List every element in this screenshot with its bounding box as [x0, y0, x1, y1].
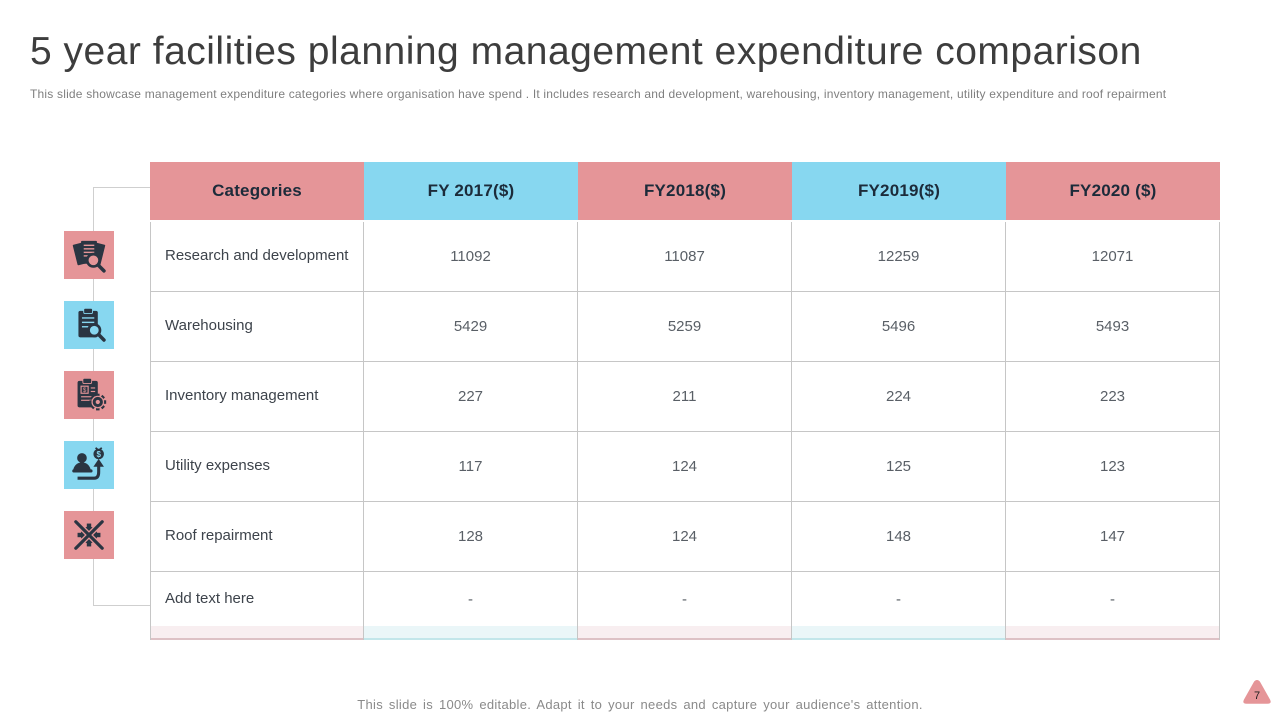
expenditure-table: Categories Research and development Wareho… — [150, 162, 1220, 640]
category-cell: Add text here — [165, 589, 255, 607]
value-cell: 11092 — [364, 222, 577, 292]
page-number: 7 — [1254, 690, 1260, 702]
value-cell: - — [682, 590, 687, 608]
value-cell: 148 — [792, 502, 1005, 572]
table-column: FY2020 ($) 12071 5493 223 123 147 - — [1006, 162, 1220, 640]
value-cell: 211 — [578, 362, 791, 432]
person-money-arrow-icon: $ — [64, 441, 114, 489]
value-cell: 124 — [578, 502, 791, 572]
connector-line-top — [93, 187, 150, 188]
editable-note: This slide is 100% editable. Adapt it to… — [357, 697, 923, 712]
slide-subtitle: This slide showcase management expenditu… — [30, 87, 1167, 101]
gear-crossed-tools-icon — [64, 511, 114, 559]
table-column: FY2019($) 12259 5496 224 125 148 - — [792, 162, 1006, 640]
value-cell: - — [468, 590, 473, 608]
value-cell: - — [896, 590, 901, 608]
value-cell: 5493 — [1006, 292, 1219, 362]
column-footer-strip — [578, 626, 791, 640]
value-cell: 5429 — [364, 292, 577, 362]
category-cell: Utility expenses — [151, 432, 363, 502]
svg-text:$: $ — [83, 387, 87, 394]
value-cell: 11087 — [578, 222, 791, 292]
clipboard-dollar-gear-icon: $ — [64, 371, 114, 419]
category-cell: Warehousing — [151, 292, 363, 362]
column-header: FY2018($) — [578, 162, 792, 220]
column-header: FY 2017($) — [364, 162, 578, 220]
table-column: Categories Research and development Wareho… — [150, 162, 364, 640]
svg-text:$: $ — [96, 450, 101, 459]
value-cell: 125 — [792, 432, 1005, 502]
column-footer-strip — [792, 626, 1005, 640]
slide-title: 5 year facilities planning management ex… — [30, 30, 1142, 73]
page-number-marker: 7 — [1240, 677, 1274, 716]
connector-line-bottom — [93, 605, 150, 606]
value-cell: 147 — [1006, 502, 1219, 572]
documents-magnifier-icon — [64, 231, 114, 279]
value-cell: 5496 — [792, 292, 1005, 362]
column-footer-strip — [364, 626, 577, 640]
table-column: FY2018($) 11087 5259 211 124 124- — [578, 162, 792, 640]
value-cell: 224 — [792, 362, 1005, 432]
category-cell: Inventory management — [151, 362, 363, 432]
value-cell: 5259 — [578, 292, 791, 362]
value-cell: 12071 — [1006, 222, 1219, 292]
column-header: FY2020 ($) — [1006, 162, 1220, 220]
clipboard-magnifier-icon — [64, 301, 114, 349]
value-cell: 117 — [364, 432, 577, 502]
value-cell: 12259 — [792, 222, 1005, 292]
category-cell: Roof repairment — [151, 502, 363, 572]
column-footer-strip — [1006, 626, 1219, 640]
value-cell: 227 — [364, 362, 577, 432]
value-cell: 123 — [1006, 432, 1219, 502]
value-cell: - — [1110, 590, 1115, 608]
category-cell: Research and development — [151, 222, 363, 292]
table-column: FY 2017($) 11092 5429 227 117 128 - — [364, 162, 578, 640]
column-footer-strip — [151, 626, 363, 640]
column-header: Categories — [150, 162, 364, 220]
value-cell: 128 — [364, 502, 577, 572]
value-cell: 124 — [578, 432, 791, 502]
column-header: FY2019($) — [792, 162, 1006, 220]
value-cell: 223 — [1006, 362, 1219, 432]
